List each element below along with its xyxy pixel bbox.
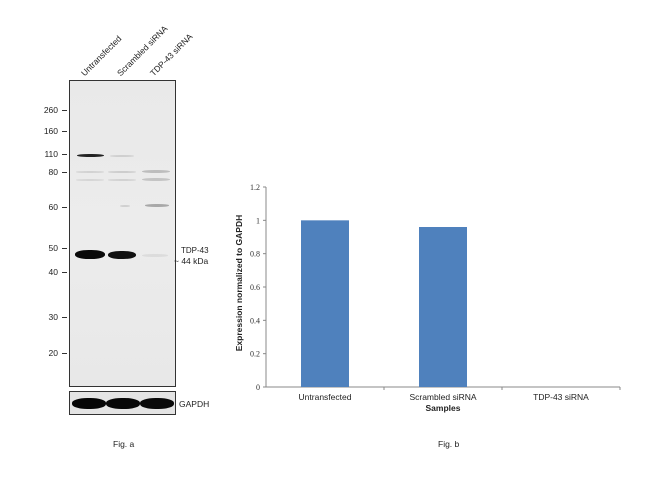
marker-label-110: 110	[44, 149, 58, 159]
marker-label-20: 20	[48, 348, 58, 358]
band-60kda-tdp43	[145, 204, 169, 207]
x-axis-title: Samples	[426, 403, 461, 413]
band-tdp43-tdp43-sirna	[142, 254, 168, 257]
marker-tick-30	[62, 317, 67, 318]
band-110kda-scrambled	[110, 155, 134, 157]
bar	[301, 220, 349, 387]
bar	[419, 227, 467, 387]
marker-tick-260	[62, 110, 67, 111]
y-tick-label: 1.2	[250, 183, 260, 192]
marker-label-80: 80	[48, 167, 58, 177]
marker-tick-60	[62, 207, 67, 208]
band-faint-75-tdp43	[142, 178, 170, 181]
band-60kda-scrambled	[120, 205, 130, 207]
y-tick-label: 0.2	[250, 350, 260, 359]
band-faint-80-scrambled	[108, 171, 136, 173]
marker-tick-110	[62, 154, 67, 155]
marker-label-60: 60	[48, 202, 58, 212]
band-faint-80-tdp43	[142, 170, 170, 173]
x-tick-label: Scrambled siRNA	[409, 392, 476, 402]
western-blot-panel: Untransfected Scrambled siRNA TDP-43 siR…	[0, 0, 230, 486]
fig-a-caption: Fig. a	[113, 439, 135, 449]
fig-b-caption: Fig. b	[438, 439, 460, 449]
band-faint-75-untransfected	[76, 179, 104, 181]
gapdh-strip	[69, 391, 176, 415]
target-name-label: TDP-43	[181, 246, 209, 255]
x-tick-label: TDP-43 siRNA	[533, 392, 589, 402]
band-gapdh-scrambled	[106, 398, 140, 409]
marker-label-260: 260	[43, 105, 58, 115]
bar-chart-panel: Expression normalized to GAPDH 0 0.2 0.4 0.…	[230, 170, 650, 460]
marker-tick-80	[62, 172, 67, 173]
gapdh-label: GAPDH	[179, 399, 210, 409]
marker-tick-20	[62, 353, 67, 354]
band-gapdh-tdp43-sirna	[140, 398, 174, 409]
marker-tick-40	[62, 272, 67, 273]
marker-tick-50	[62, 248, 67, 249]
target-size-label: ~ 44 kDa	[174, 256, 209, 266]
y-tick-label: 0.4	[250, 316, 260, 325]
marker-label-160: 160	[43, 126, 58, 136]
y-tick-label: 0.6	[250, 283, 260, 292]
y-tick-label: 1	[256, 216, 260, 225]
band-tdp43-scrambled	[108, 251, 136, 259]
marker-label-40: 40	[48, 267, 58, 277]
blot-membrane	[69, 80, 176, 387]
marker-label-50: 50	[48, 243, 58, 253]
marker-label-30: 30	[48, 312, 58, 322]
y-tick-label: 0	[256, 383, 260, 392]
bar-chart-svg: 0 0.2 0.4 0.6 0.8 1 1.2 Untransfected Scrambled …	[250, 183, 621, 413]
band-gapdh-untransfected	[72, 398, 106, 409]
band-faint-75-scrambled	[108, 179, 136, 181]
marker-tick-160	[62, 131, 67, 132]
band-110kda-untransfected	[77, 154, 104, 157]
band-tdp43-untransfected	[75, 250, 105, 259]
y-tick-label: 0.8	[250, 250, 260, 259]
x-tick-label: Untransfected	[299, 392, 352, 402]
band-faint-80-untransfected	[76, 171, 104, 173]
